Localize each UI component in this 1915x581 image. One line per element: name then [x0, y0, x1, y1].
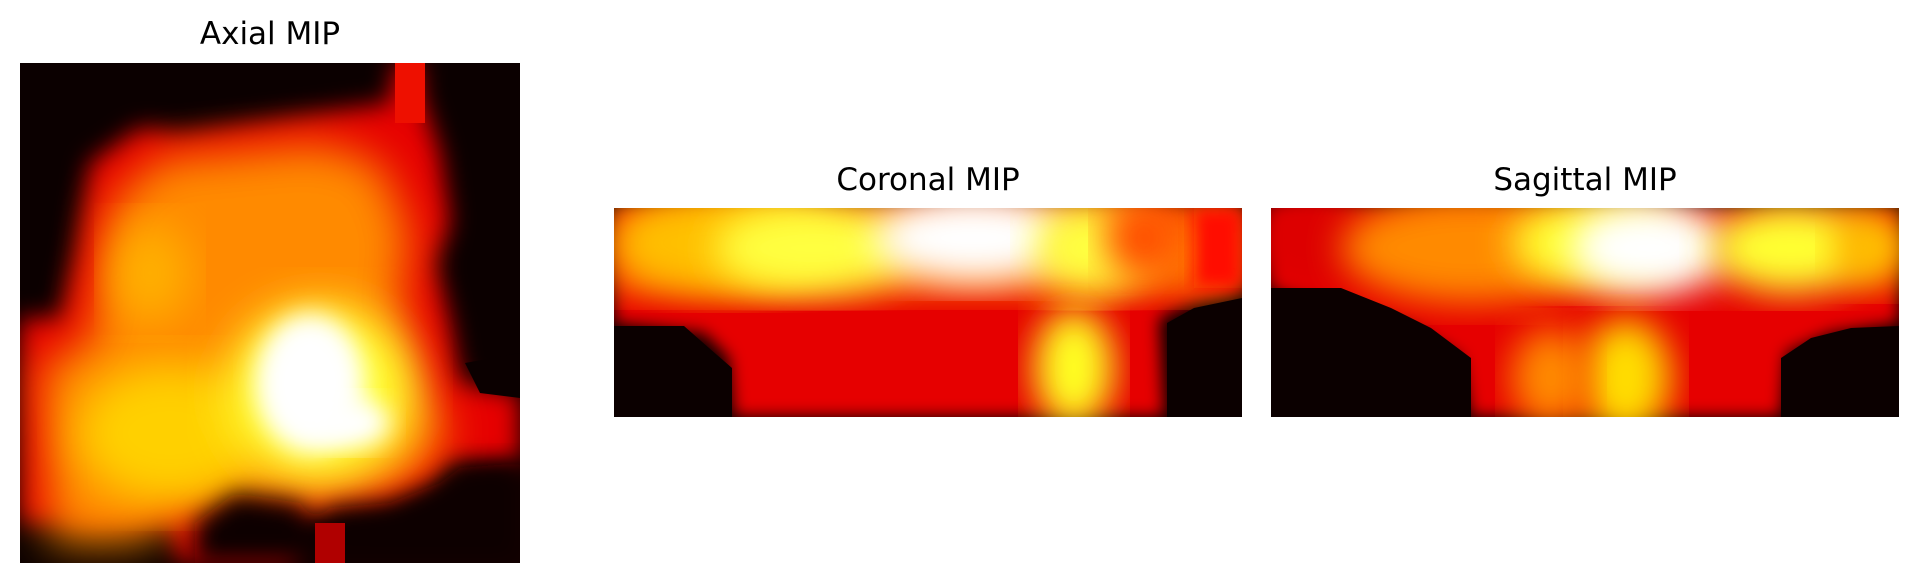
sagittal-title: Sagittal MIP: [1493, 162, 1677, 198]
coronal-mip-image: [614, 208, 1242, 417]
sagittal-mip-image: [1271, 208, 1899, 417]
axial-title: Axial MIP: [199, 16, 341, 52]
coronal-title: Coronal MIP: [836, 162, 1020, 198]
axial-mip-image: [20, 63, 520, 563]
